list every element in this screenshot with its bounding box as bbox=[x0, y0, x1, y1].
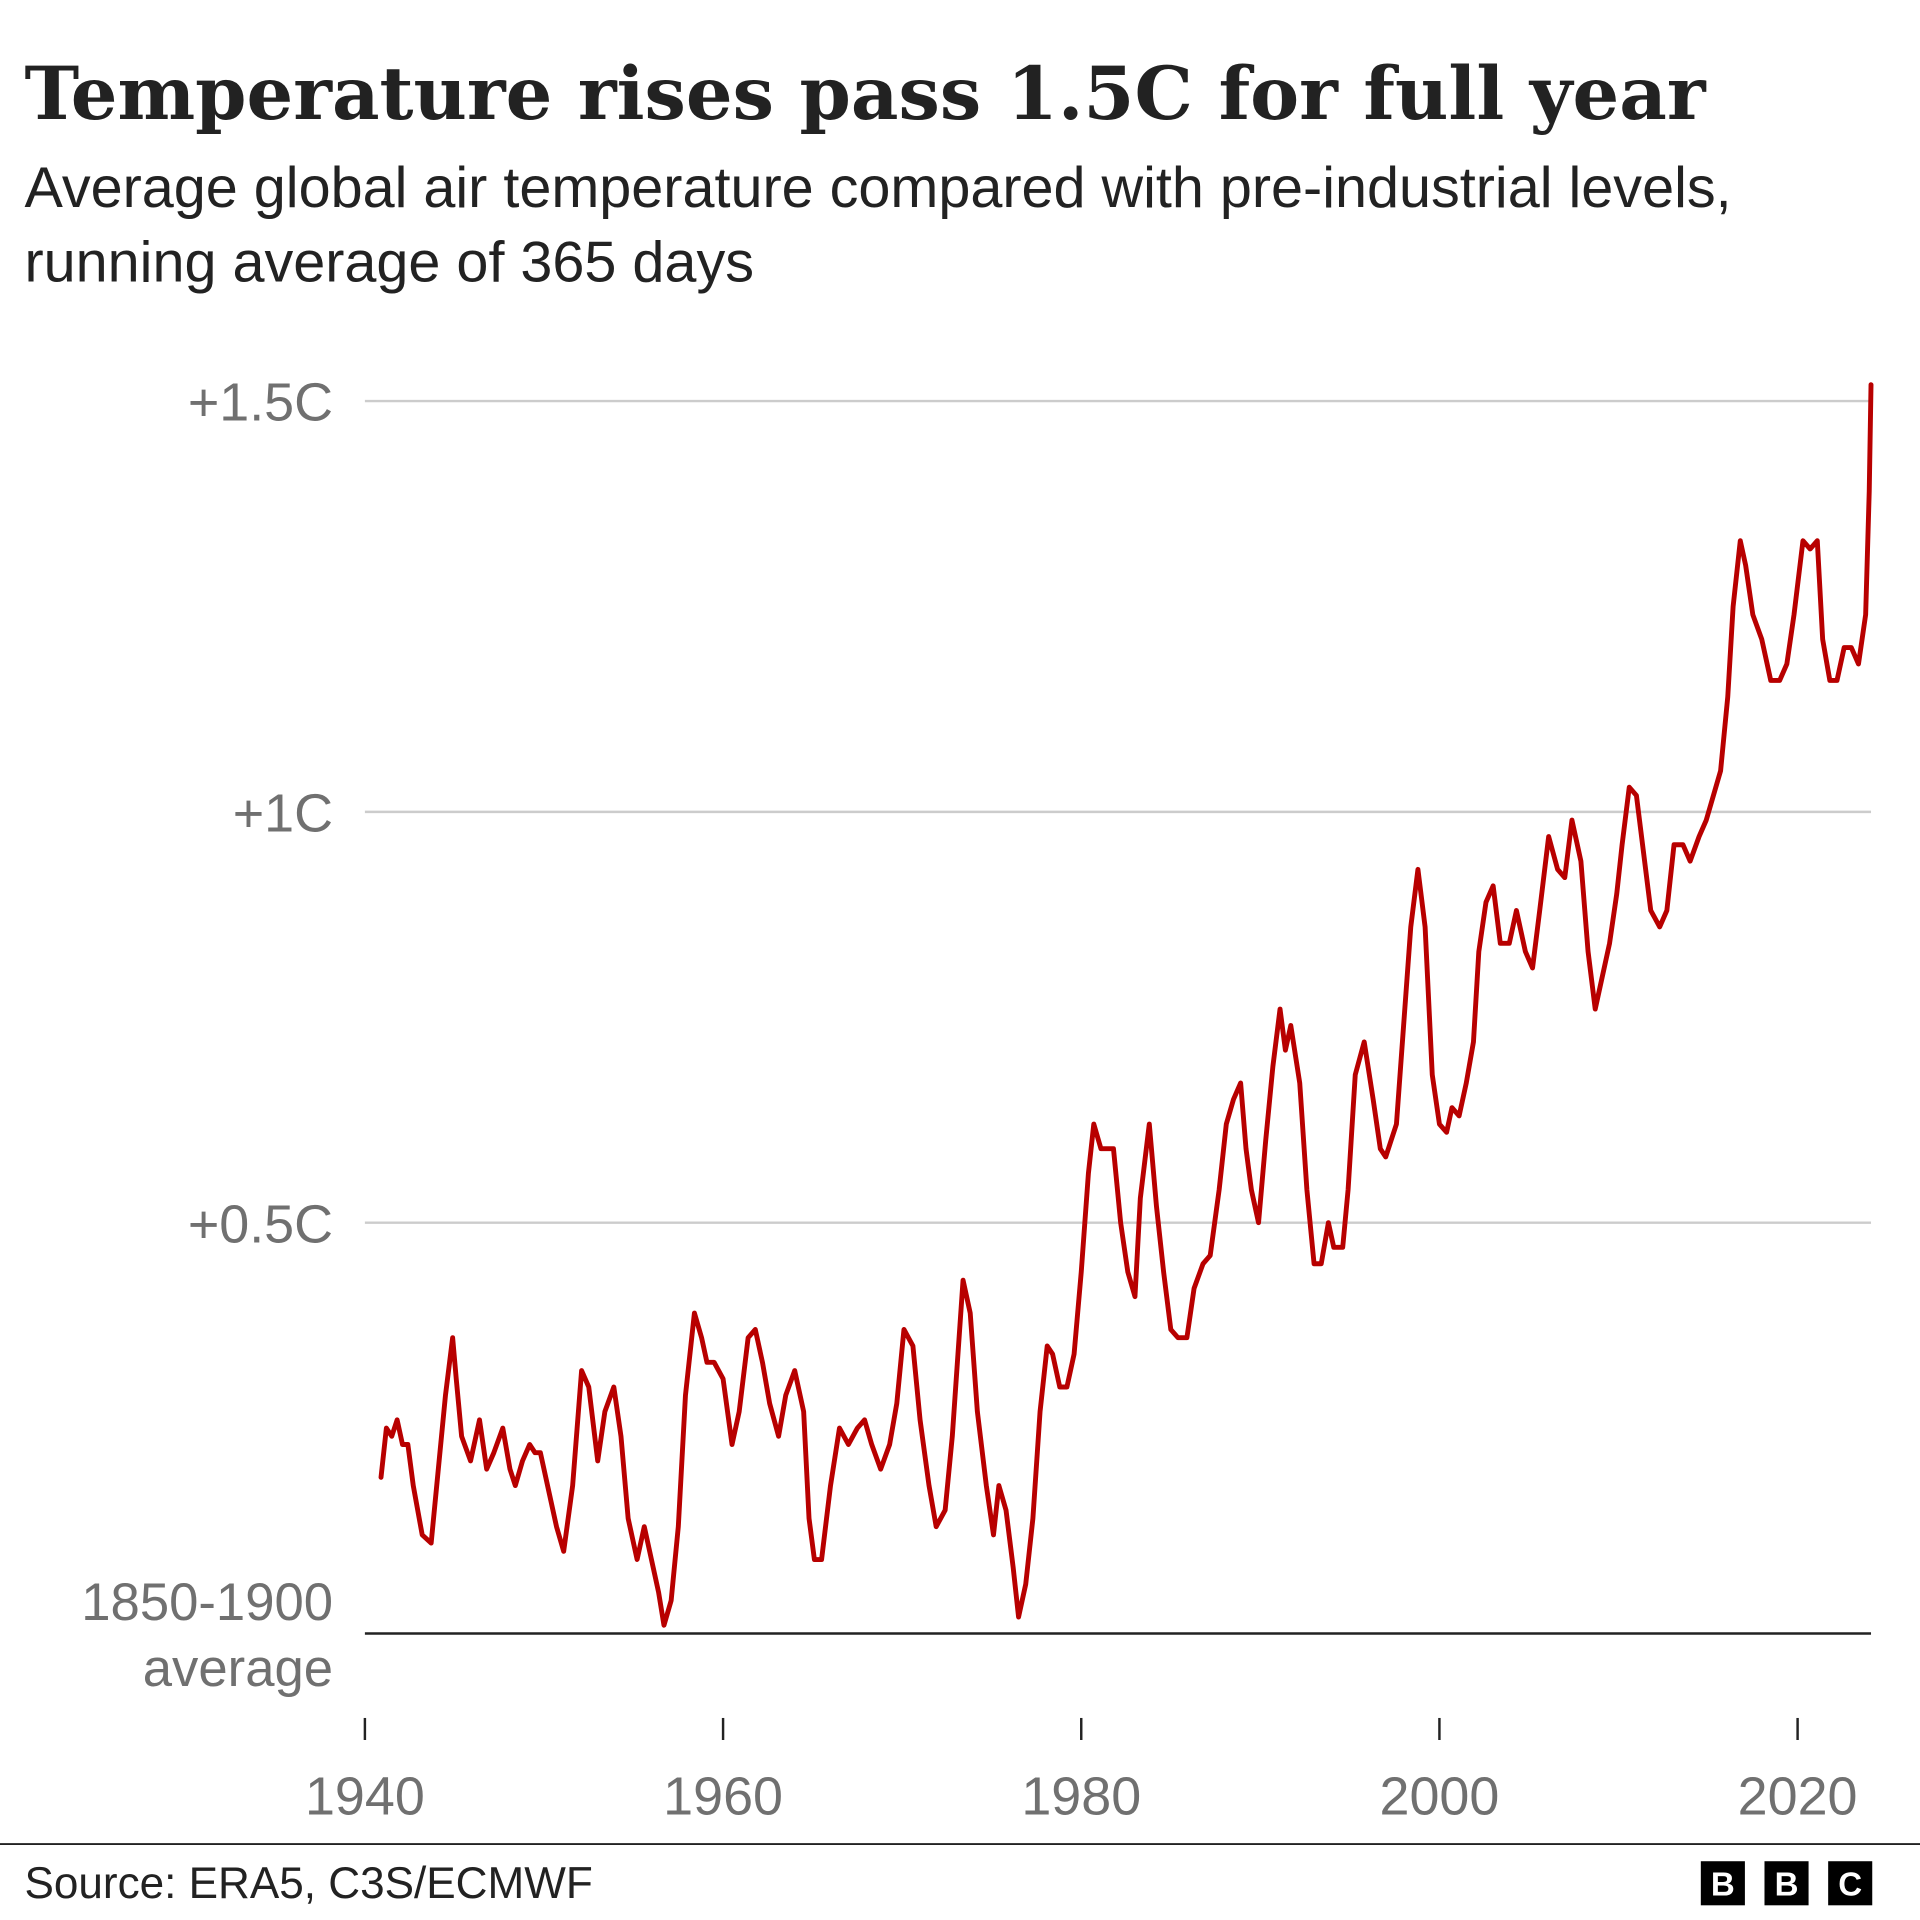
y-tick-label: +1.5C bbox=[188, 373, 333, 433]
logo-boxes bbox=[1700, 1861, 1873, 1906]
temperature-line bbox=[378, 382, 1874, 1628]
x-tick-label: 1980 bbox=[1021, 1767, 1141, 1827]
logo-box bbox=[1828, 1861, 1873, 1906]
subtitle-box: Average global air temperature compared … bbox=[24, 154, 1732, 294]
logo-box bbox=[1700, 1861, 1745, 1906]
y-tick-label: +0.5C bbox=[188, 1194, 333, 1254]
x-tick-label: 1940 bbox=[305, 1767, 425, 1827]
source: Source: ERA5, C3S/ECMWF bbox=[24, 1859, 592, 1908]
logo: BBC bbox=[1711, 1867, 1862, 1904]
logo-box bbox=[1764, 1861, 1809, 1906]
x-tick-label: 1960 bbox=[663, 1767, 783, 1827]
y-tick-label: +1C bbox=[233, 783, 333, 843]
y-tick-label-box: 1850-1900 average bbox=[81, 1573, 334, 1699]
chart-subtitle: Average global air temperature compared … bbox=[24, 154, 1732, 294]
x-tick-label: 2000 bbox=[1380, 1767, 1500, 1827]
y-tick-label: 1850-1900 average bbox=[81, 1573, 334, 1699]
x-tick-label: 2020 bbox=[1738, 1767, 1858, 1827]
chart-title: Temperature rises pass 1.5C for full yea… bbox=[24, 51, 1706, 137]
